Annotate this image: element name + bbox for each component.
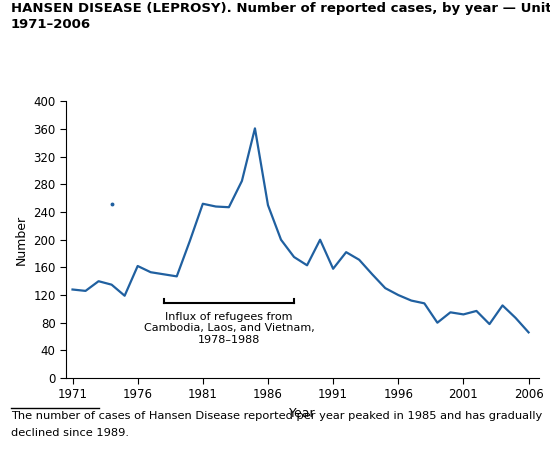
Text: HANSEN DISEASE (LEPROSY). Number of reported cases, by year — United States,: HANSEN DISEASE (LEPROSY). Number of repo… [11, 2, 550, 15]
Text: declined since 1989.: declined since 1989. [11, 428, 129, 438]
X-axis label: Year: Year [289, 407, 316, 420]
Y-axis label: Number: Number [15, 215, 28, 265]
Text: Influx of refugees from
Cambodia, Laos, and Vietnam,
1978–1988: Influx of refugees from Cambodia, Laos, … [144, 312, 314, 345]
Text: 1971–2006: 1971–2006 [11, 18, 91, 30]
Text: The number of cases of Hansen Disease reported per year peaked in 1985 and has g: The number of cases of Hansen Disease re… [11, 411, 542, 421]
